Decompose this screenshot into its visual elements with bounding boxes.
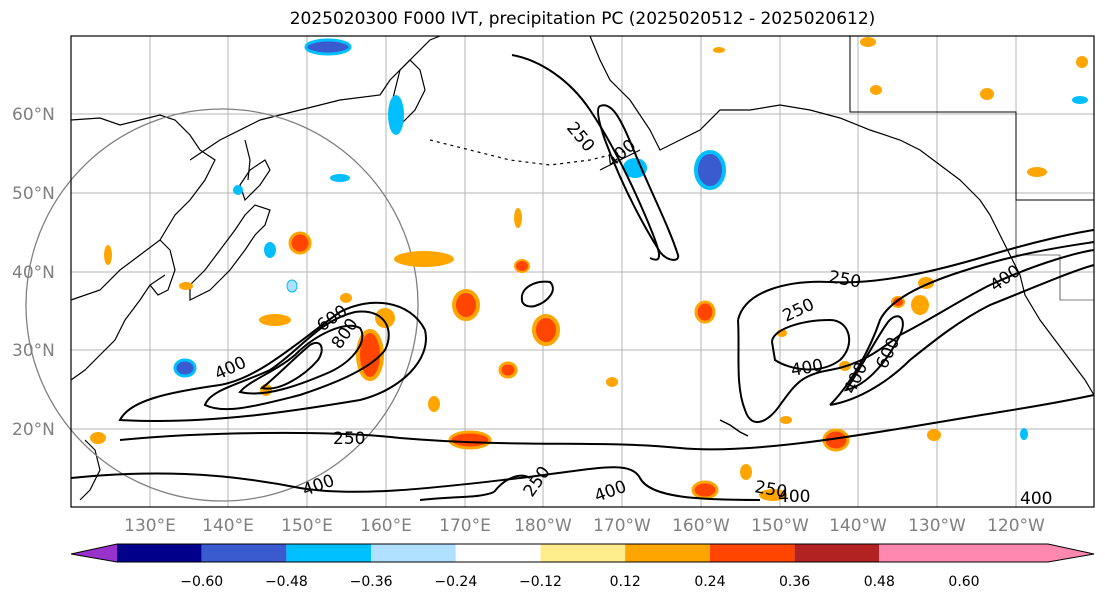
lon-label: 160°E xyxy=(360,516,412,536)
contour-label: 400 xyxy=(1020,489,1052,509)
contour-label: 400 xyxy=(778,487,810,507)
colorbar-segment xyxy=(625,544,710,562)
plot-frame xyxy=(70,35,1095,508)
range-circle xyxy=(25,108,419,502)
longitude-labels: 130°E 140°E 150°E 160°E 170°E 180°W 170°… xyxy=(124,516,1045,536)
colorbar-tick: 0.24 xyxy=(694,574,725,590)
colorbar-segment xyxy=(117,544,202,562)
latitude-labels: 60°N 50°N 40°N 30°N 20°N xyxy=(12,105,55,440)
colorbar-tick: −0.60 xyxy=(180,574,223,590)
lon-label: 140°W xyxy=(829,516,887,536)
contour-labels: 250 400 600 800 400 250 400 250 400 250 … xyxy=(212,118,1053,509)
colorbar-segment xyxy=(794,544,880,562)
lon-label: 170°E xyxy=(439,516,491,536)
colorbar-tick: 0.60 xyxy=(948,574,979,590)
colorbar-segment xyxy=(879,544,964,562)
lon-label: 150°W xyxy=(751,516,809,536)
lon-label: 160°W xyxy=(672,516,730,536)
map-title: 2025020300 F000 IVT, precipitation PC (2… xyxy=(289,9,876,29)
lat-label: 50°N xyxy=(12,184,55,204)
lat-label: 30°N xyxy=(12,341,55,361)
colorbar-segment xyxy=(540,544,626,562)
ivt-contours xyxy=(70,54,1095,501)
colorbar-tick: 0.12 xyxy=(610,574,641,590)
colorbar: −0.60 −0.48 −0.36 −0.24 −0.12 0.12 0.24 … xyxy=(70,543,1095,590)
colorbar-outline xyxy=(70,543,1095,563)
lon-label: 150°E xyxy=(281,516,333,536)
precip-anomaly-fill xyxy=(90,37,1088,501)
lon-label: 130°E xyxy=(124,516,176,536)
lon-label: 170°W xyxy=(593,516,651,536)
colorbar-tick: 0.36 xyxy=(779,574,810,590)
colorbar-tick: −0.36 xyxy=(350,574,393,590)
coastlines xyxy=(70,35,1095,501)
colorbar-tick: −0.48 xyxy=(265,574,308,590)
colorbar-tick: −0.24 xyxy=(434,574,477,590)
contour-label: 250 xyxy=(333,429,365,449)
lon-label: 130°W xyxy=(908,516,966,536)
lat-label: 60°N xyxy=(12,105,55,125)
colorbar-segment xyxy=(371,544,456,562)
colorbar-segment xyxy=(201,544,287,562)
colorbar-segment xyxy=(286,544,372,562)
colorbar-segment xyxy=(455,544,541,562)
colorbar-segment xyxy=(709,544,795,562)
colorbar-min-extend xyxy=(71,544,117,562)
lon-label: 140°E xyxy=(202,516,254,536)
colorbar-tick: −0.12 xyxy=(519,574,562,590)
lon-label: 120°W xyxy=(987,516,1045,536)
lat-label: 40°N xyxy=(12,263,55,283)
lon-label: 180°W xyxy=(514,516,572,536)
colorbar-tick: 0.48 xyxy=(864,574,895,590)
lat-label: 20°N xyxy=(12,420,55,440)
gridlines xyxy=(71,36,1094,507)
